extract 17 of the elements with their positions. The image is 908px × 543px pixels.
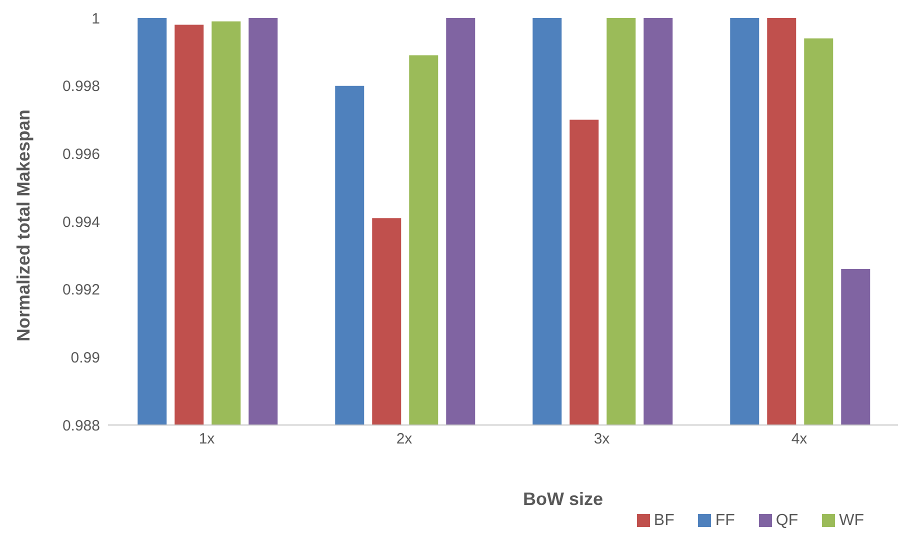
y-tick-label: 0.992 bbox=[62, 282, 100, 299]
y-tick-label: 0.988 bbox=[62, 417, 100, 434]
legend-label: WF bbox=[839, 512, 864, 529]
x-tick-label: 4x bbox=[791, 430, 808, 448]
y-tick-label: 0.99 bbox=[70, 349, 100, 366]
x-tick-label: 2x bbox=[396, 430, 413, 448]
y-axis-title: Normalized total Makespan bbox=[13, 109, 34, 342]
y-tick-label: 1 bbox=[92, 10, 100, 28]
legend-label: QF bbox=[776, 512, 798, 529]
legend-label: BF bbox=[654, 512, 674, 529]
y-tick-label: 0.994 bbox=[62, 214, 100, 231]
x-tick-label: 1x bbox=[198, 430, 216, 448]
y-tick-label: 0.998 bbox=[62, 78, 100, 96]
y-tick-label: 0.996 bbox=[62, 146, 100, 163]
legend-label: FF bbox=[715, 512, 735, 529]
x-axis-title: BoW size bbox=[522, 489, 604, 509]
x-tick-label: 3x bbox=[594, 430, 610, 448]
